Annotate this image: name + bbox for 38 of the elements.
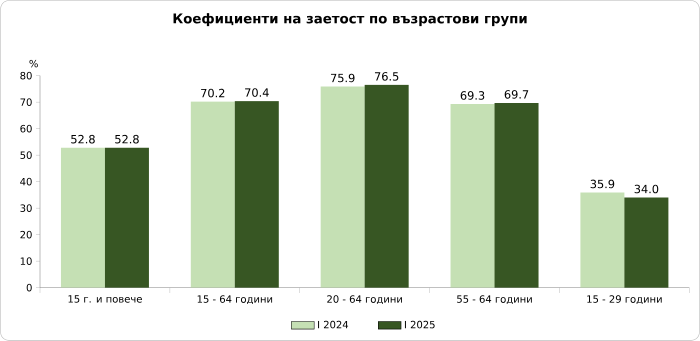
x-tick-label: 15 - 64 години — [198, 295, 272, 304]
data-label: 76.5 — [374, 72, 398, 81]
bar — [320, 86, 365, 288]
x-tick-label: 55 - 64 години — [457, 295, 532, 304]
data-label: 69.3 — [460, 91, 484, 100]
x-tick-label: 15 г. и повече — [68, 295, 142, 303]
y-tick-label: 50 — [20, 151, 32, 159]
bar — [624, 198, 668, 288]
y-tick-label: 30 — [20, 204, 32, 212]
bar — [234, 101, 279, 288]
bar — [494, 102, 539, 288]
y-tick-label: 40 — [20, 178, 32, 186]
y-tick-label: 0 — [26, 284, 32, 292]
bar — [60, 148, 105, 288]
bar — [104, 148, 149, 288]
bar — [450, 104, 495, 288]
y-axis-title: % — [29, 60, 38, 68]
data-label: 70.4 — [245, 88, 269, 97]
data-label: 35.9 — [590, 180, 614, 188]
data-label: 52.8 — [115, 134, 139, 144]
data-label: 75.9 — [330, 74, 354, 82]
legend-label: I 2024 — [318, 320, 348, 328]
chart-title: Коефициенти на заетост по възрастови групи — [174, 13, 527, 26]
bar — [190, 102, 235, 288]
data-label: 34.0 — [634, 184, 658, 194]
data-label: 70.2 — [201, 88, 224, 98]
y-tick-label: 20 — [20, 230, 32, 238]
bar — [364, 84, 409, 288]
y-tick-label: 70 — [20, 98, 32, 106]
data-label: 69.7 — [504, 90, 528, 99]
y-tick-label: 80 — [20, 72, 32, 80]
y-tick-label: 60 — [20, 124, 32, 132]
bar — [580, 192, 624, 288]
legend-label: I 2025 — [404, 320, 435, 328]
x-tick-label: 15 - 29 години — [587, 295, 662, 304]
x-tick-label: 20 - 64 години — [327, 295, 402, 304]
data-label: 52.8 — [71, 134, 95, 144]
y-tick-label: 10 — [20, 257, 32, 265]
